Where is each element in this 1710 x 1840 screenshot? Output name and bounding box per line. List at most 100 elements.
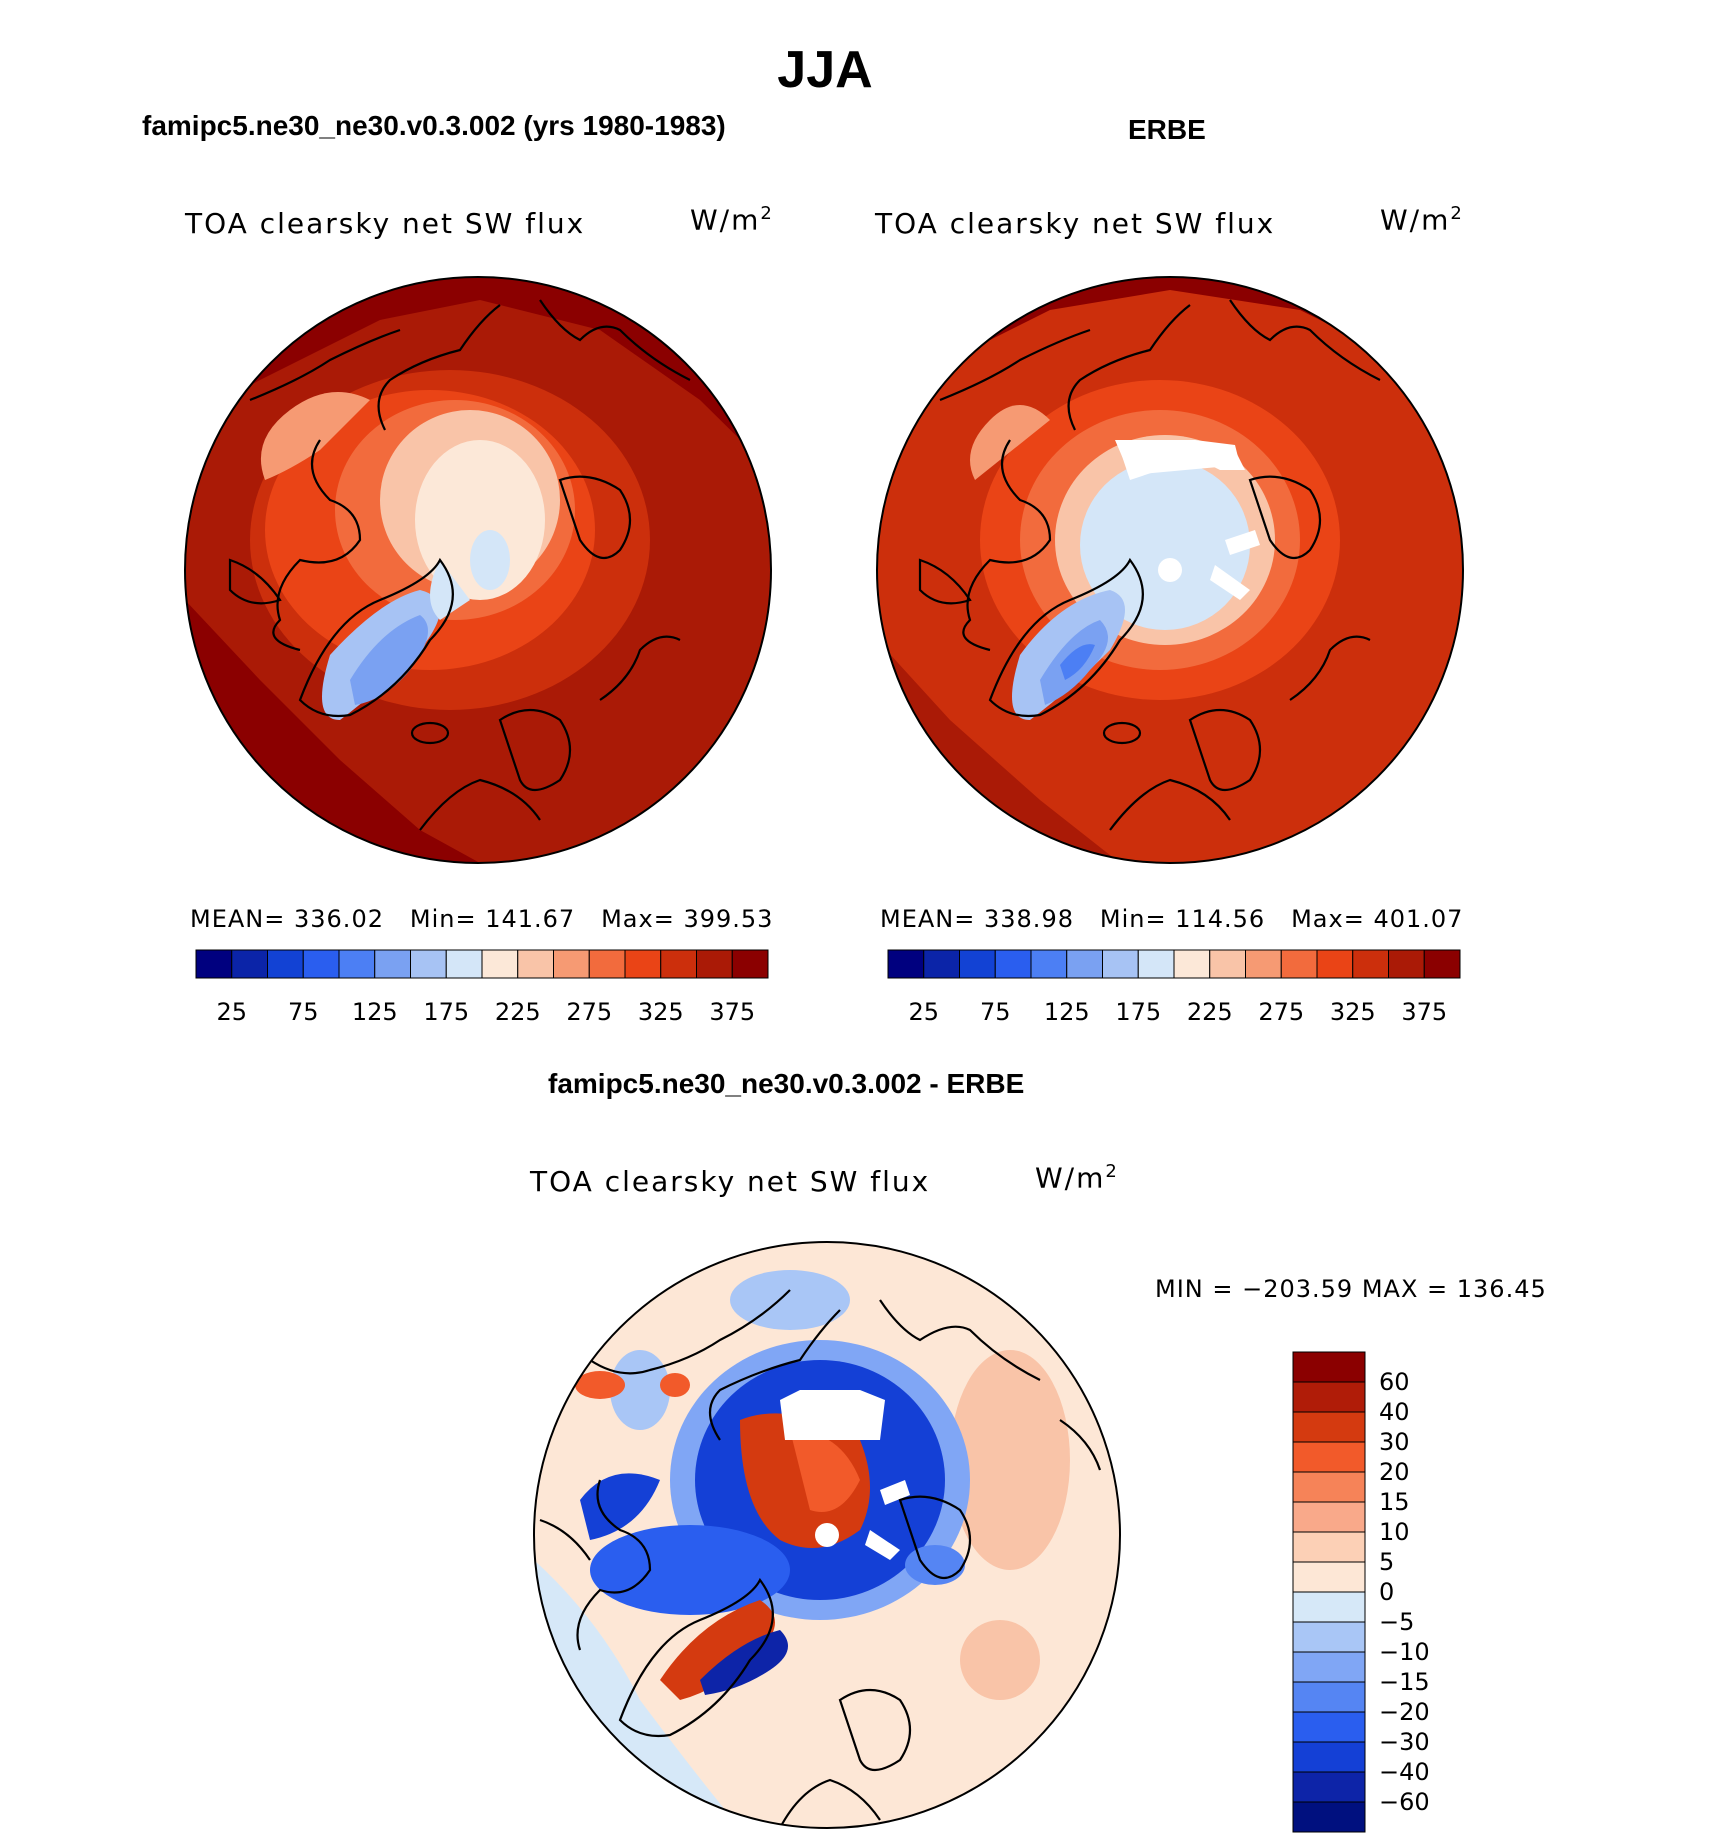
colorbar-box (445, 949, 483, 979)
panel-title-obs: ERBE (1128, 114, 1206, 145)
colorbar-box (267, 949, 304, 979)
colorbar-tick-label: 40 (1379, 1398, 1410, 1426)
panel-title-diff: famipc5.ne30_ne30.v0.3.002 - ERBE (548, 1068, 1025, 1099)
colorbar-obs: 25 75 125 175 225 275 325 375 (887, 949, 1461, 1026)
units-label-model: W/m2 (690, 203, 774, 237)
colorbar-box (887, 949, 925, 979)
colorbar-tick-label: 60 (1379, 1368, 1410, 1396)
colorbar-box (731, 949, 769, 979)
colorbar-box (1292, 1351, 1366, 1383)
colorbar-box (1292, 1501, 1366, 1533)
colorbar-box (994, 949, 1032, 979)
colorbar-tick-label: 175 (423, 998, 469, 1026)
colorbar-box (1292, 1801, 1366, 1833)
colorbar-box (1292, 1711, 1366, 1743)
colorbar-box (1292, 1651, 1366, 1683)
colorbar-tick-label: 325 (1330, 998, 1376, 1026)
colorbar-box (481, 949, 519, 979)
colorbar-tick-label: 75 (288, 998, 319, 1026)
colorbar-tick-label: −10 (1379, 1638, 1430, 1666)
colorbar-box (624, 949, 662, 979)
max-value: 401.07 (1373, 905, 1464, 933)
colorbar-tick-label: 225 (1187, 998, 1233, 1026)
colorbar-box (1292, 1621, 1366, 1653)
figure-title: JJA (777, 41, 873, 99)
colorbar-tick-label: −20 (1379, 1698, 1430, 1726)
variable-label-diff: TOA clearsky net SW flux (530, 1165, 931, 1198)
units-label-obs: W/m2 (1380, 203, 1464, 237)
colorbar-box (231, 949, 268, 979)
colorbar-tick-label: 375 (1401, 998, 1447, 1026)
mean-value: 338.98 (984, 905, 1074, 933)
mean-value: 336.02 (294, 905, 384, 933)
colorbar-tick-label: −30 (1379, 1728, 1430, 1756)
colorbar-box (1280, 949, 1318, 979)
map-border-diff (533, 1241, 1121, 1829)
colorbar-box (1292, 1531, 1366, 1563)
max-label: Max= (1291, 905, 1365, 933)
colorbar-tick-label: 15 (1379, 1488, 1410, 1516)
colorbar-tick-label: 75 (980, 998, 1011, 1026)
colorbar-tick-label: 125 (352, 998, 398, 1026)
min-value: 141.67 (485, 905, 576, 933)
colorbar-tick-label: 175 (1115, 998, 1161, 1026)
map-diff (534, 1242, 1120, 1828)
colorbar-tick-label: 25 (908, 998, 939, 1026)
colorbar-tick-label: 275 (566, 998, 612, 1026)
min-label: Min= (409, 905, 477, 933)
colorbar-box (1292, 1471, 1366, 1503)
colorbar-tick-label: −15 (1379, 1668, 1430, 1696)
colorbar-box (553, 949, 590, 979)
colorbar-box (923, 949, 960, 979)
map-model (185, 277, 771, 863)
colorbar-box (410, 949, 447, 979)
variable-label-obs: TOA clearsky net SW flux (875, 207, 1276, 240)
colorbar-tick-label: 10 (1379, 1518, 1410, 1546)
colorbar-box (588, 949, 626, 979)
colorbar-model: 25 75 125 175 225 275 325 375 (195, 949, 769, 1026)
colorbar-box (1292, 1771, 1366, 1803)
mean-label: MEAN= (880, 905, 976, 933)
colorbar-box (1292, 1561, 1366, 1593)
colorbar-tick-label: 0 (1379, 1578, 1394, 1606)
colorbar-box (1292, 1741, 1366, 1773)
colorbar-tick-label: 375 (709, 998, 755, 1026)
colorbar-box (1292, 1591, 1366, 1623)
colorbar-box (195, 949, 233, 979)
colorbar-tick-label: −5 (1379, 1608, 1414, 1636)
colorbar-box (1388, 949, 1425, 979)
colorbar-box (1316, 949, 1354, 979)
colorbar-tick-label: 275 (1258, 998, 1304, 1026)
colorbar-box (660, 949, 697, 979)
colorbar-box (1292, 1681, 1366, 1713)
colorbar-tick-label: −60 (1379, 1788, 1430, 1816)
min-value: 114.56 (1175, 905, 1266, 933)
colorbar-tick-label: −40 (1379, 1758, 1430, 1786)
colorbar-box (1352, 949, 1389, 979)
stats-diff: MIN = −203.59 MAX = 136.45 (1155, 1275, 1547, 1303)
colorbar-tick-label: 20 (1379, 1458, 1410, 1486)
colorbar-box (959, 949, 996, 979)
stats-model: MEAN= 336.02 Min= 141.67 Max= 399.53 (190, 905, 773, 933)
colorbar-box (517, 949, 554, 979)
max-label: Max= (601, 905, 675, 933)
coastlines-obs (918, 299, 1381, 831)
map-obs (877, 277, 1463, 863)
mean-label: MEAN= (190, 905, 286, 933)
colorbar-box (1173, 949, 1211, 979)
stats-obs: MEAN= 338.98 Min= 114.56 Max= 401.07 (880, 905, 1463, 933)
max-value: 399.53 (683, 905, 774, 933)
colorbar-tick-label: 30 (1379, 1428, 1410, 1456)
colorbar-box (1030, 949, 1068, 979)
colorbar-box (1245, 949, 1282, 979)
units-label-diff: W/m2 (1035, 1161, 1119, 1195)
panel-title-model: famipc5.ne30_ne30.v0.3.002 (yrs 1980-198… (142, 110, 726, 141)
coastlines-diff (539, 1289, 1102, 1828)
map-border-obs (876, 276, 1464, 864)
colorbar-tick-label: 25 (216, 998, 247, 1026)
colorbar-box (302, 949, 340, 979)
colorbar-box (1209, 949, 1246, 979)
colorbar-box (338, 949, 376, 979)
variable-label-model: TOA clearsky net SW flux (185, 207, 586, 240)
